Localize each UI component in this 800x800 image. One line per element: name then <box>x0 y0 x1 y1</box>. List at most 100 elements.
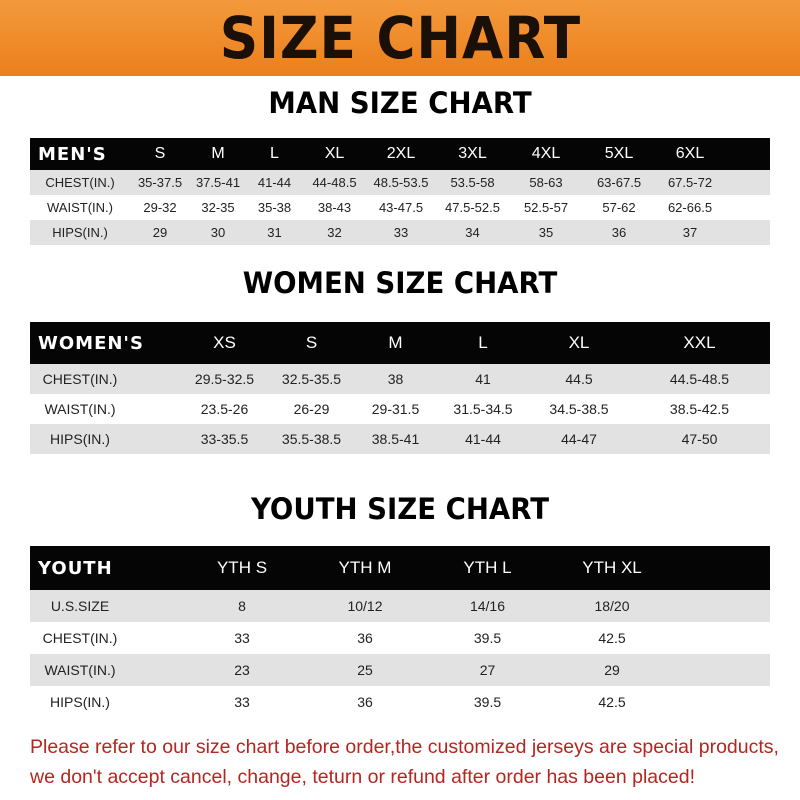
size-header-cell: YTH L <box>463 558 512 577</box>
size-header-cell: YTH XL <box>582 558 642 577</box>
table-cell: 14/16 <box>469 598 506 614</box>
table-cell: 38 <box>387 371 404 387</box>
row-label: HIPS(IN.) <box>52 225 108 240</box>
table-cell: 37.5-41 <box>195 175 241 190</box>
row-label: WAIST(IN.) <box>47 200 113 215</box>
table-cell: 41 <box>475 371 491 387</box>
table-cell: 44-48.5 <box>312 175 357 190</box>
table-cell: 29-31.5 <box>371 401 420 417</box>
women-section-title: WOMEN SIZE CHART <box>242 266 558 300</box>
table-cell: 57-62 <box>602 200 636 215</box>
table-cell: 36 <box>357 630 373 646</box>
table-cell: 39.5 <box>473 694 502 710</box>
men-size-table: MEN'S S M L XL 2XL 3XL 4XL 5XL 6XL CHEST(IN.) 35-37… <box>30 138 770 245</box>
size-header-cell: XS <box>213 333 236 352</box>
row-label: CHEST(IN.) <box>45 175 115 190</box>
size-header-cell: L <box>478 333 488 352</box>
table-row: CHEST(IN.) 33 36 39.5 42.5 <box>30 622 770 654</box>
table-cell: 47-50 <box>681 431 718 447</box>
row-label: CHEST(IN.) <box>42 371 118 387</box>
table-cell: 35-38 <box>257 200 292 215</box>
size-header-cell: YTH M <box>338 558 392 577</box>
table-cell: 35.5-38.5 <box>281 431 342 447</box>
table-row: HIPS(IN.) 29 30 31 32 33 34 35 36 37 <box>30 220 770 245</box>
notice-line-2: we don't accept cancel, change, teturn o… <box>30 766 695 788</box>
table-cell: 67.5-72 <box>667 175 713 190</box>
table-row: HIPS(IN.) 33 36 39.5 42.5 <box>30 686 770 718</box>
table-cell: 29.5-32.5 <box>194 371 255 387</box>
table-cell: 33 <box>234 694 250 710</box>
row-label: HIPS(IN.) <box>50 694 110 710</box>
size-header-cell: S <box>305 333 318 352</box>
order-notice: Please refer to our size chart before or… <box>30 732 790 792</box>
table-cell: 8 <box>238 598 246 614</box>
table-cell: 32.5-35.5 <box>281 371 342 387</box>
table-cell: 44.5 <box>565 371 593 387</box>
size-header-cell: XL <box>324 145 345 162</box>
table-cell: 41-44 <box>465 431 501 447</box>
table-cell: 23 <box>234 662 250 678</box>
banner: SIZE CHART <box>0 0 800 76</box>
table-row: U.S.SIZE 8 10/12 14/16 18/20 <box>30 590 770 622</box>
table-cell: 43-47.5 <box>378 200 424 215</box>
table-cell: 35-37.5 <box>137 175 183 190</box>
table-cell: 18/20 <box>594 598 630 614</box>
table-category-label: WOMEN'S <box>38 332 144 354</box>
table-cell: 58-63 <box>529 175 563 190</box>
row-label: WAIST(IN.) <box>44 662 116 678</box>
table-cell: 39.5 <box>473 630 502 646</box>
table-row: HIPS(IN.) 33-35.5 35.5-38.5 38.5-41 41-44 44-… <box>30 424 770 454</box>
table-cell: 44-47 <box>561 431 597 447</box>
table-cell: 52.5-57 <box>523 200 569 215</box>
table-cell: 26-29 <box>293 401 330 417</box>
table-cell: 33 <box>234 630 250 646</box>
table-cell: 41-44 <box>257 175 292 190</box>
table-cell: 53.5-58 <box>450 175 495 190</box>
table-cell: 33-35.5 <box>200 431 249 447</box>
table-cell: 48.5-53.5 <box>373 175 429 190</box>
table-header-row: YOUTH YTH S YTH M YTH L YTH XL <box>30 546 770 590</box>
size-header-cell: YTH S <box>216 558 268 577</box>
table-cell: 34.5-38.5 <box>549 401 609 417</box>
table-row: WAIST(IN.) 23 25 27 29 <box>30 654 770 686</box>
table-cell: 32 <box>327 225 342 240</box>
size-header-cell: 4XL <box>531 145 561 162</box>
youth-section-title: YOUTH SIZE CHART <box>250 492 550 526</box>
table-category-label: MEN'S <box>38 143 107 165</box>
table-row: CHEST(IN.) 35-37.5 37.5-41 41-44 44-48.5 48.5… <box>30 170 770 195</box>
table-cell: 34 <box>465 225 480 240</box>
size-header-cell: L <box>270 145 279 162</box>
table-cell: 25 <box>357 662 373 678</box>
table-cell: 36 <box>357 694 373 710</box>
table-cell: 38.5-42.5 <box>669 401 730 417</box>
size-header-cell: 3XL <box>458 145 487 162</box>
table-category-label: YOUTH <box>38 557 113 579</box>
table-row: CHEST(IN.) 29.5-32.5 32.5-35.5 38 41 44.5 44.5… <box>30 364 770 394</box>
size-header-cell: M <box>388 333 403 352</box>
table-cell: 63-67.5 <box>596 175 642 190</box>
table-cell: 42.5 <box>598 694 626 710</box>
table-cell: 33 <box>393 225 409 240</box>
youth-size-table: YOUTH YTH S YTH M YTH L YTH XL U.S.SIZE 8 10/12… <box>30 546 770 718</box>
table-row: WAIST(IN.) 23.5-26 26-29 29-31.5 31.5-34.5 34… <box>30 394 770 424</box>
table-cell: 38-43 <box>317 200 352 215</box>
table-cell: 29 <box>152 225 168 240</box>
table-cell: 42.5 <box>598 630 626 646</box>
size-header-cell: S <box>154 145 166 162</box>
size-header-cell: M <box>211 145 225 162</box>
women-size-table: WOMEN'S XS S M L XL XXL CHEST(IN.) 29.5-32.5 32.5… <box>30 322 770 454</box>
table-cell: 10/12 <box>347 598 383 614</box>
table-row: WAIST(IN.) 29-32 32-35 35-38 38-43 43-47.5 47.… <box>30 195 770 220</box>
table-cell: 23.5-26 <box>200 401 249 417</box>
row-label: U.S.SIZE <box>50 598 110 614</box>
table-cell: 38.5-41 <box>371 431 420 447</box>
table-cell: 31 <box>267 225 282 240</box>
table-cell: 47.5-52.5 <box>445 200 500 215</box>
table-cell: 44.5-48.5 <box>669 371 730 387</box>
table-cell: 36 <box>611 225 627 240</box>
size-header-cell: 5XL <box>604 145 634 162</box>
table-cell: 29-32 <box>143 200 177 215</box>
table-cell: 32-35 <box>201 200 235 215</box>
table-cell: 62-66.5 <box>667 200 713 215</box>
table-cell: 29 <box>604 662 620 678</box>
